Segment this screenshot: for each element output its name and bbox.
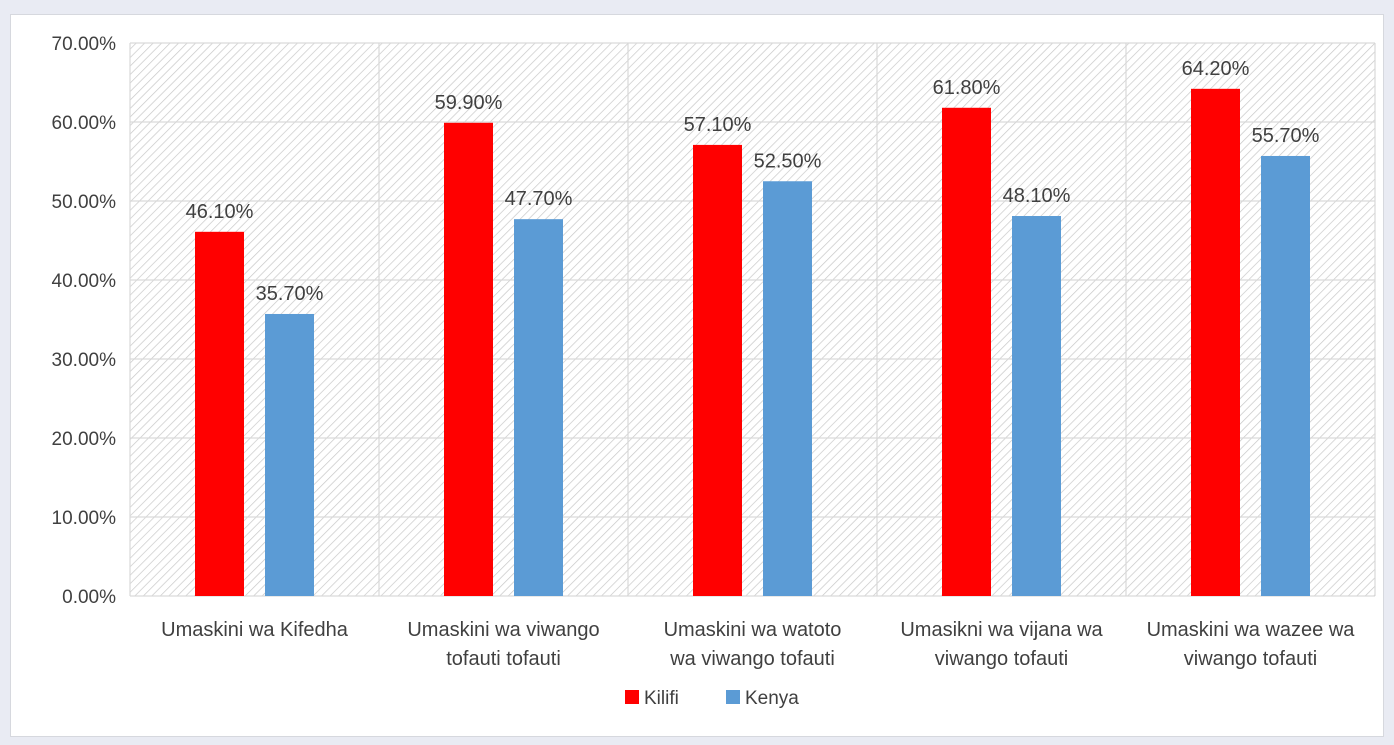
data-label: 57.10%	[684, 114, 752, 136]
x-tick-label: Umaskini wa watoto	[664, 619, 842, 641]
bar-kilifi	[693, 144, 742, 596]
data-label: 61.80%	[933, 77, 1001, 99]
data-label: 35.70%	[256, 283, 324, 305]
legend-label: Kenya	[745, 688, 799, 709]
bar-kenya	[763, 181, 812, 596]
chart-frame: 0.00% 10.00% 20.00% 30.00% 40.00% 50.00% 60.00…	[10, 14, 1384, 737]
y-axis: 0.00% 10.00% 20.00% 30.00% 40.00% 50.00% 60.00…	[52, 34, 117, 608]
legend: Kilifi Kenya	[625, 688, 799, 709]
bars	[195, 88, 1310, 597]
data-label: 46.10%	[186, 201, 254, 223]
bar-kenya	[1012, 216, 1061, 596]
bar-kilifi	[444, 122, 493, 596]
data-label: 48.10%	[1003, 185, 1071, 207]
data-label: 55.70%	[1252, 125, 1320, 147]
data-label: 59.90%	[435, 92, 503, 114]
data-label: 52.50%	[754, 150, 822, 172]
bar-chart: 0.00% 10.00% 20.00% 30.00% 40.00% 50.00% 60.00…	[52, 34, 1376, 709]
data-label: 64.20%	[1182, 58, 1250, 80]
bar-kenya	[1261, 155, 1310, 596]
legend-swatch-kenya	[726, 690, 740, 704]
y-tick-label: 60.00%	[52, 113, 117, 134]
bar-kenya	[514, 219, 563, 597]
x-tick-label: viwango tofauti	[935, 648, 1068, 670]
gridlines	[129, 42, 1376, 597]
x-axis: Umaskini wa Kifedha Umaskini wa viwango to…	[161, 619, 1355, 670]
y-tick-label: 20.00%	[52, 429, 117, 450]
bar-kenya	[265, 313, 314, 596]
x-tick-label: Umaskini wa wazee wa	[1147, 619, 1356, 641]
y-tick-label: 0.00%	[62, 587, 116, 608]
data-labels: 46.10% 35.70% 59.90% 47.70% 57.10%52.50% 61.8…	[186, 58, 1320, 305]
bar-kilifi	[942, 107, 991, 596]
data-label: 47.70%	[505, 188, 573, 210]
legend-swatch-kilifi	[625, 690, 639, 704]
x-tick-label: viwango tofauti	[1184, 648, 1317, 670]
bar-kilifi	[195, 231, 244, 596]
legend-label: Kilifi	[644, 688, 679, 709]
y-tick-label: 40.00%	[52, 271, 117, 292]
bar-kilifi	[1191, 88, 1240, 596]
y-tick-label: 50.00%	[52, 192, 117, 213]
y-tick-label: 70.00%	[52, 34, 117, 55]
x-tick-label: wa viwango tofauti	[669, 648, 835, 670]
x-tick-label: tofauti tofauti	[446, 648, 561, 670]
y-tick-label: 10.00%	[52, 508, 117, 529]
x-tick-label: Umaskini wa Kifedha	[161, 619, 349, 641]
x-tick-label: Umaskini wa viwango	[407, 619, 599, 641]
x-tick-label: Umasikni wa vijana wa	[900, 619, 1103, 641]
plot-area	[130, 43, 1375, 596]
y-tick-label: 30.00%	[52, 350, 117, 371]
